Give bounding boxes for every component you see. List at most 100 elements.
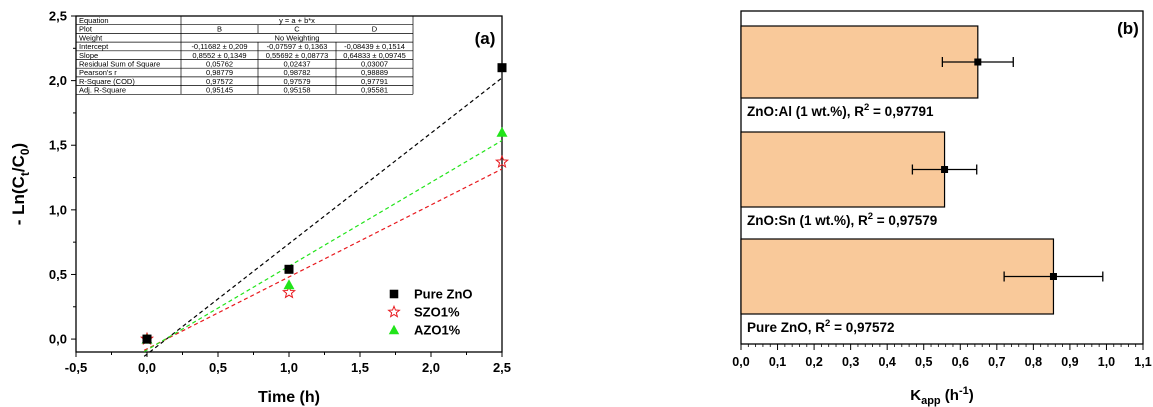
x-tick-label-b: 1,0: [1098, 355, 1115, 369]
table-cell: 0,98779: [206, 68, 233, 77]
table-cell: 0,05762: [206, 60, 233, 69]
data-point-0: [142, 334, 152, 344]
table-cell: 0,95158: [283, 86, 310, 95]
x-tick-label-b: 0,8: [1025, 355, 1042, 369]
table-cell: -0,07597 ± 0,1363: [267, 42, 328, 51]
data-points: [139, 63, 510, 346]
table-row-label: Slope: [79, 51, 98, 60]
x-label-sup: -1: [959, 385, 969, 397]
table-cell: 0,03007: [361, 60, 388, 69]
bar-label-1: ZnO:Sn (1 wt.%), R2 = 0,97579: [747, 211, 937, 228]
x-axis-label-a: Time (h): [258, 389, 320, 406]
bar-mean-marker-2: [1049, 273, 1057, 280]
x-tick-label-b: 0,5: [915, 355, 932, 369]
data-point-0: [497, 63, 507, 73]
bar-label-0: ZnO:Al (1 wt.%), R2 = 0,97791: [747, 102, 934, 119]
fit-table: Equation y = a + b*x Plot B C D Weight No Weigh…: [76, 15, 414, 95]
legend-a: Pure ZnO SZO1% AZO1%: [387, 287, 473, 338]
bar-label-sup: 2: [825, 318, 830, 329]
legend-marker-1: [387, 304, 401, 318]
x-label-sub: app: [921, 395, 941, 407]
table-row-label: Plot: [79, 25, 93, 34]
bar-label-2: Pure ZnO, R2 = 0,97572: [747, 318, 895, 335]
x-tick-label-a: 0,0: [138, 360, 156, 375]
table-cell: D: [372, 25, 378, 34]
bar-1: [740, 131, 946, 208]
x-tick-label-b: 0,3: [842, 355, 859, 369]
bar-label-tail: = 0,97572: [830, 320, 894, 335]
table-cell: 0,97791: [361, 77, 388, 86]
x-label-end: ): [969, 387, 974, 404]
axis-ticks-a: -0,5 0,0 0,5 1,0 1,5 2,0 2,5 0,0 0,5 1,0 1,5 2,0 2,5: [49, 9, 511, 376]
bar-label-sup: 2: [868, 211, 873, 222]
fit-lines: [143, 77, 503, 357]
legend-marker-0: [389, 289, 399, 299]
y-label-sub2: 0: [18, 148, 32, 155]
y-label-sub1: t: [18, 172, 32, 176]
table-row-label: Pearson's r: [79, 68, 117, 77]
data-point-2: [496, 126, 508, 137]
legend-label-2: AZO1%: [414, 323, 461, 338]
bar-2: [740, 238, 1055, 315]
table-row-label: Equation: [79, 16, 109, 25]
table-row-label: Intercept: [79, 42, 109, 51]
x-axis-label-b: Kapp (h-1): [910, 385, 974, 407]
bar-label-text: ZnO:Sn (1 wt.%), R: [747, 213, 868, 228]
x-tick-label-a: 2,0: [422, 360, 440, 375]
x-label-main: K: [910, 387, 921, 404]
x-tick-label-a: 2,5: [493, 360, 511, 375]
legend-marker-2: [388, 324, 400, 335]
fit-line-2: [143, 140, 503, 353]
y-tick-label-a: 2,0: [49, 73, 67, 88]
x-tick-label-b: 0,4: [878, 355, 895, 369]
data-point-0: [284, 264, 294, 274]
y-tick-label-a: 0,5: [49, 267, 67, 282]
panel-label-b: (b): [1117, 19, 1139, 38]
table-cell: C: [294, 25, 300, 34]
table-cell: -0,11682 ± 0,209: [191, 42, 247, 51]
bar-mean-marker-0: [974, 58, 982, 66]
data-point-2: [283, 279, 295, 290]
bar-label-text: ZnO:Al (1 wt.%), R: [747, 104, 864, 119]
chart-a: -0,5 0,0 0,5 1,0 1,5 2,0 2,5 0,0 0,5 1,0 1,5 2,0 2,5…: [9, 9, 511, 407]
legend-label-0: Pure ZnO: [414, 287, 473, 302]
table-cell: 0,95145: [206, 86, 233, 95]
x-tick-label-b: 0,9: [1061, 355, 1078, 369]
panel-label-a: (a): [475, 29, 496, 48]
table-row-label: R-Square (COD): [79, 77, 135, 86]
table-row-label: Residual Sum of Square: [79, 60, 160, 69]
x-tick-label-a: 1,5: [351, 360, 369, 375]
y-tick-label-a: 2,5: [49, 9, 67, 24]
x-tick-label-b: 0,0: [732, 355, 749, 369]
table-cell: 0,64833 ± 0,09745: [343, 51, 406, 60]
table-cell: No Weighting: [275, 33, 320, 42]
x-tick-label-b: 0,7: [988, 355, 1005, 369]
table-cell: 0,8552 ± 0,1349: [192, 51, 246, 60]
bar-mean-marker-1: [941, 166, 949, 173]
table-cell: 0,55692 ± 0,08773: [266, 51, 329, 60]
legend-label-1: SZO1%: [414, 305, 460, 320]
fit-line-0: [143, 77, 503, 357]
table-cell: 0,98889: [361, 68, 388, 77]
table-cell: 0,97572: [206, 77, 233, 86]
table-cell: 0,97579: [283, 77, 310, 86]
x-tick-label-b: 0,1: [769, 355, 786, 369]
bar-label-tail: = 0,97579: [873, 213, 937, 228]
bar-label-tail: = 0,97791: [869, 104, 934, 119]
y-label-main: - Ln(C: [9, 176, 28, 225]
table-row-label: Weight: [79, 33, 103, 42]
fit-line-1: [143, 168, 503, 351]
x-label-mid: (h: [941, 387, 959, 404]
x-tick-label-a: 0,5: [209, 360, 227, 375]
data-point-1: [281, 285, 297, 299]
table-cell: B: [217, 25, 222, 34]
data-point-1: [494, 154, 510, 168]
table-cell: 0,02437: [283, 60, 310, 69]
axis-ticks-b: 0,0 0,1 0,2 0,3 0,4 0,5 0,6 0,7 0,8 0,9 1,0 1,1: [732, 344, 1152, 369]
table-row-label: Adj. R-Square: [79, 86, 126, 95]
y-tick-label-a: 0,0: [49, 332, 67, 347]
bar-label-text: Pure ZnO, R: [747, 320, 825, 335]
